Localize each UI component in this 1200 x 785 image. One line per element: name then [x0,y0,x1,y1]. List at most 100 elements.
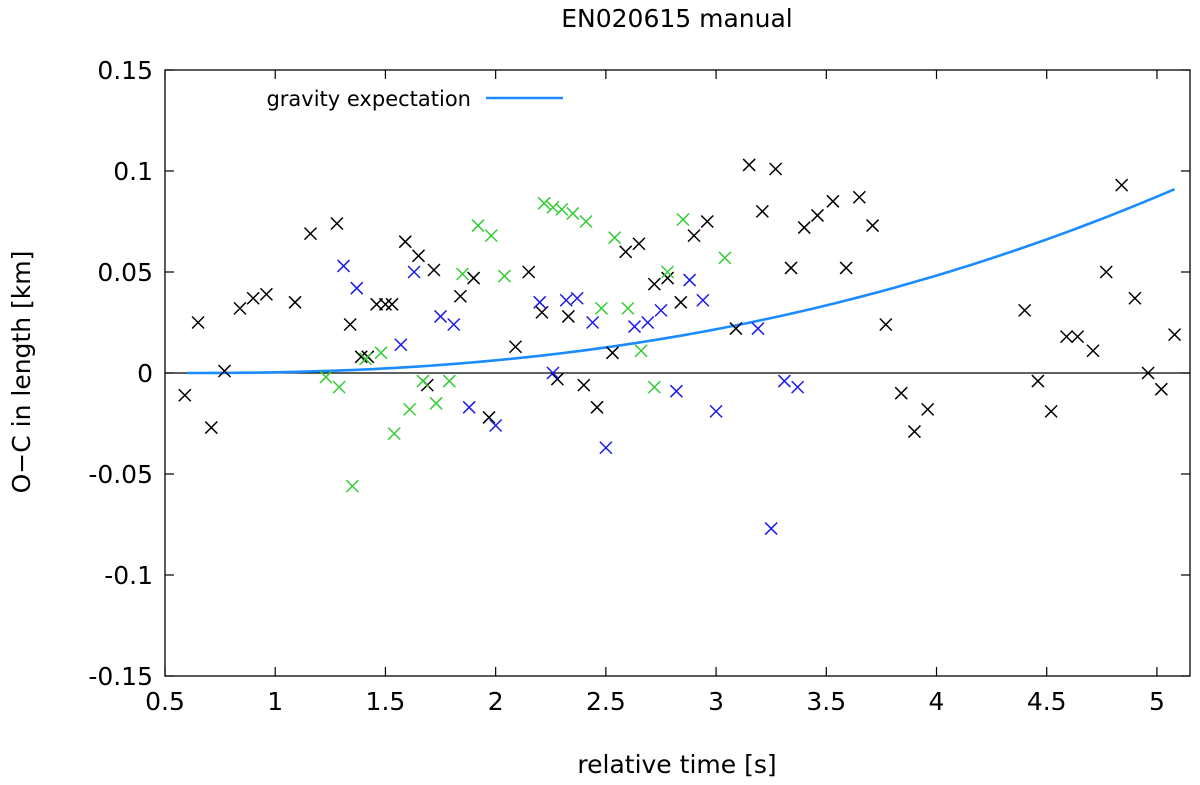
data-point-black [647,277,661,291]
data-point-black [482,410,496,424]
data-point-black [467,271,481,285]
data-point-green [359,352,373,366]
data-point-black [1071,330,1085,344]
data-point-blue [586,315,600,330]
data-point-black [1031,374,1045,388]
x-tick-label: 3.5 [806,687,846,716]
data-point-black [852,190,866,204]
data-point-black [700,214,714,229]
y-tick-label: -0.15 [88,662,153,691]
data-point-green [546,200,560,214]
data-point-black [233,301,247,315]
data-point-black [1018,303,1032,317]
data-point-black [330,216,344,231]
data-point-green [416,374,430,388]
data-point-black [411,249,426,263]
data-point-blue [559,293,573,307]
data-point-blue [546,366,560,380]
data-point-black [508,340,523,354]
data-point-black [661,271,675,285]
data-point-blue [434,309,448,323]
data-point-blue [627,320,642,334]
data-point-black [1099,265,1113,279]
y-axis-title: O−C in length [km] [7,251,36,494]
x-tick-label: 0.5 [145,687,185,716]
data-point-black [577,378,591,392]
x-tick-label: 2 [488,687,504,716]
data-point-blue [654,303,668,317]
data-point-black [755,204,769,218]
data-point-black [522,265,536,279]
x-tick-label: 4.5 [1027,687,1067,716]
x-tick-label: 1 [267,687,283,716]
data-point-green [718,251,732,265]
data-point-green [484,229,498,243]
data-point-black [535,305,549,319]
data-point-black [784,261,798,275]
gravity-expectation-curve [187,187,1176,375]
x-tick-labels: 0.5 1 1.5 2 2.5 3 3.5 4 4.5 5 [145,687,1165,716]
data-point-green [345,479,359,493]
data-point-blue [696,293,710,307]
data-point-black [590,400,604,414]
data-point-green [497,269,511,283]
data-point-black [729,322,743,336]
y-tick-label: 0.15 [97,56,153,85]
data-point-blue [394,338,408,352]
data-point-green [661,265,675,279]
data-point-black [561,309,575,323]
data-point-black [259,287,273,301]
data-point-green [374,346,388,360]
data-point-black [427,263,441,277]
data-point-black [894,386,908,400]
y-tick-label: 0.1 [113,157,153,186]
data-point-green [537,196,551,210]
data-point-black [354,350,368,364]
data-point-blue [337,259,351,273]
data-points [178,158,1182,536]
data-point-black [288,295,302,309]
data-point-black [398,235,412,249]
data-point-black [1128,291,1142,305]
data-point-green [579,214,593,229]
data-point-black [1060,330,1074,344]
data-point-black [343,317,357,332]
data-point-black [385,297,399,311]
data-point-green [387,427,401,441]
data-point-black [687,229,701,243]
data-point-black [866,219,880,233]
data-point-green [456,267,470,281]
x-tick-label: 2.5 [586,687,626,716]
data-point-blue [350,281,364,295]
data-point-blue [683,273,697,287]
data-point-blue [447,317,461,332]
y-tick-labels: -0.15 -0.1 -0.05 0 0.05 0.1 0.15 [88,56,153,691]
data-point-green [621,301,635,315]
data-point-black [217,364,232,378]
data-point-black [742,158,756,172]
data-point-black [204,421,218,435]
data-point-black [1086,344,1100,358]
x-tick-label: 5 [1149,687,1165,716]
data-point-blue [791,380,805,394]
x-axis-title: relative time [s] [577,750,776,779]
data-point-blue [570,291,584,305]
data-point-black [378,297,392,311]
data-point-green [403,402,417,416]
plot-frame [164,69,1191,677]
data-point-black [1115,178,1129,192]
data-point-black [674,295,688,309]
data-point-black [550,372,564,386]
data-point-green [566,206,580,220]
data-point-black [921,402,935,416]
data-point-blue [751,322,765,336]
data-point-black [453,289,467,303]
data-point-black [191,315,205,330]
data-point-blue [407,265,421,279]
data-point-black [619,245,633,259]
data-point-blue [669,384,683,398]
data-point-black [246,291,260,305]
x-tick-label: 4 [929,687,945,716]
data-point-black [839,261,853,275]
